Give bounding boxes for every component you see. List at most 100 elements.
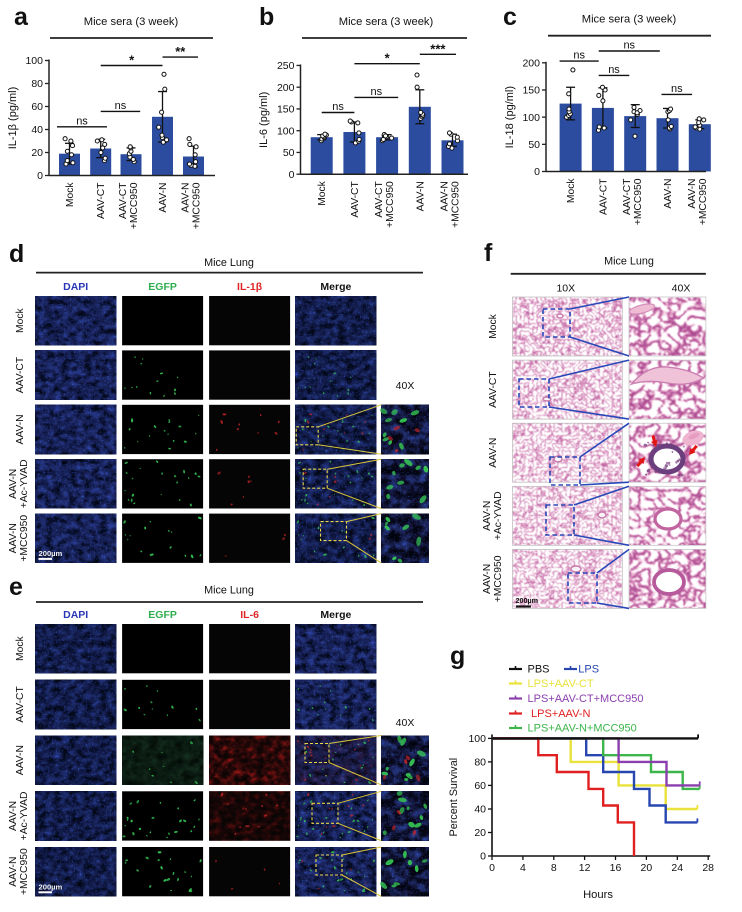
svg-text:AAV-N: AAV-N	[687, 179, 698, 209]
svg-text:AAV-N: AAV-N	[663, 179, 674, 209]
svg-text:AAV-CT: AAV-CT	[118, 182, 129, 219]
svg-text:LPS+AAV-N+MCC950: LPS+AAV-N+MCC950	[528, 723, 637, 735]
svg-text:**: **	[175, 44, 186, 59]
svg-text:LPS: LPS	[578, 664, 599, 676]
svg-text:Mock: Mock	[317, 180, 328, 205]
svg-text:200µm: 200µm	[39, 882, 63, 891]
svg-text:LPS+AAV-CT: LPS+AAV-CT	[528, 678, 594, 690]
svg-text:AAV-CT: AAV-CT	[622, 178, 633, 215]
svg-text:AAV-N: AAV-N	[8, 801, 19, 831]
svg-text:*: *	[385, 51, 391, 66]
svg-text:+Ac-YVAD: +Ac-YVAD	[493, 491, 504, 540]
svg-text:40: 40	[31, 124, 43, 136]
svg-text:AAV-N: AAV-N	[15, 414, 26, 444]
svg-text:c: c	[503, 3, 517, 31]
svg-text:+MCC950: +MCC950	[698, 178, 709, 225]
svg-text:50: 50	[528, 139, 540, 151]
svg-text:EGFP: EGFP	[148, 609, 177, 621]
svg-text:20: 20	[474, 827, 486, 839]
svg-text:AAV-CT: AAV-CT	[15, 686, 26, 723]
svg-text:Mice sera (3 week): Mice sera (3 week)	[582, 14, 677, 26]
svg-text:Merge: Merge	[320, 281, 351, 293]
svg-text:+MCC950: +MCC950	[493, 555, 504, 602]
svg-text:Mice sera (3 week): Mice sera (3 week)	[339, 16, 434, 28]
svg-text:200: 200	[522, 57, 540, 69]
svg-text:ns: ns	[76, 115, 88, 127]
svg-text:100: 100	[468, 733, 486, 745]
svg-text:DAPI: DAPI	[63, 609, 88, 621]
svg-text:Hours: Hours	[583, 889, 613, 901]
svg-text:b: b	[259, 3, 274, 31]
svg-text:200: 200	[277, 82, 295, 94]
svg-text:AAV-N: AAV-N	[440, 181, 451, 211]
svg-text:AAV-N: AAV-N	[415, 181, 426, 211]
svg-text:***: ***	[430, 41, 446, 56]
svg-text:AAV-N: AAV-N	[482, 501, 493, 531]
svg-text:AAV-N: AAV-N	[158, 183, 169, 213]
svg-text:IL-1β: IL-1β	[237, 281, 263, 293]
svg-text:+MCC950: +MCC950	[19, 515, 30, 562]
svg-text:0: 0	[534, 166, 540, 178]
svg-text:ns: ns	[608, 64, 620, 76]
svg-text:AAV-CT: AAV-CT	[488, 371, 499, 408]
svg-text:0: 0	[480, 851, 486, 863]
svg-text:+MCC950: +MCC950	[633, 178, 644, 225]
svg-text:8: 8	[551, 862, 557, 874]
svg-text:EGFP: EGFP	[148, 281, 177, 293]
svg-text:50: 50	[283, 147, 295, 159]
svg-text:Percent Survival: Percent Survival	[448, 758, 460, 837]
svg-text:d: d	[9, 240, 24, 268]
svg-text:ns: ns	[332, 101, 344, 113]
svg-text:12: 12	[579, 862, 591, 874]
svg-text:LPS+AAV-CT+MCC950: LPS+AAV-CT+MCC950	[528, 693, 644, 705]
svg-text:+MCC950: +MCC950	[19, 848, 30, 895]
svg-text:a: a	[14, 3, 29, 31]
svg-text:AAV-CT: AAV-CT	[15, 356, 26, 393]
svg-text:Mice Lung: Mice Lung	[204, 257, 254, 269]
svg-text:40X: 40X	[396, 380, 415, 392]
svg-text:AAV-N: AAV-N	[15, 745, 26, 775]
svg-text:AAV-CT: AAV-CT	[96, 182, 107, 219]
svg-text:DAPI: DAPI	[63, 281, 88, 293]
svg-text:80: 80	[31, 78, 43, 90]
svg-text:Mice Lung: Mice Lung	[204, 585, 254, 597]
svg-text:Mock: Mock	[65, 182, 76, 207]
svg-text:AAV-N: AAV-N	[181, 183, 192, 213]
svg-text:40X: 40X	[396, 717, 415, 729]
svg-text:+Ac-YVAD: +Ac-YVAD	[19, 459, 30, 508]
svg-text:IL-1β (pg/ml): IL-1β (pg/ml)	[7, 87, 19, 150]
svg-text:60: 60	[474, 780, 486, 792]
svg-text:80: 80	[474, 757, 486, 769]
svg-text:250: 250	[277, 60, 295, 72]
svg-text:+MCC950: +MCC950	[192, 182, 203, 229]
svg-text:AAV-CT: AAV-CT	[350, 181, 361, 218]
svg-text:+MCC950: +MCC950	[451, 181, 462, 228]
svg-text:+MCC950: +MCC950	[129, 182, 140, 229]
svg-text:Mock: Mock	[15, 636, 26, 661]
svg-text:+Ac-YVAD: +Ac-YVAD	[19, 792, 30, 841]
svg-text:Merge: Merge	[320, 609, 351, 621]
svg-text:AAV-N: AAV-N	[8, 523, 19, 553]
svg-text:AAV-N: AAV-N	[482, 564, 493, 594]
svg-text:100: 100	[277, 125, 295, 137]
svg-text:Mock: Mock	[488, 313, 499, 338]
svg-text:150: 150	[277, 104, 295, 116]
svg-text:ns: ns	[623, 40, 635, 52]
svg-text:200µm: 200µm	[39, 549, 63, 558]
svg-text:Mice sera (3 week): Mice sera (3 week)	[84, 16, 179, 28]
svg-text:Mock: Mock	[15, 308, 26, 333]
svg-text:+MCC950: +MCC950	[385, 181, 396, 228]
svg-text:60: 60	[31, 101, 43, 113]
svg-text:AAV-N: AAV-N	[8, 857, 19, 887]
svg-text:0: 0	[489, 862, 495, 874]
svg-text:LPS+AAV-N: LPS+AAV-N	[531, 708, 590, 720]
svg-text:IL-6 (pg/ml): IL-6 (pg/ml)	[258, 92, 270, 148]
svg-text:Mock: Mock	[566, 178, 577, 203]
svg-text:f: f	[484, 239, 493, 267]
svg-text:AAV-N: AAV-N	[488, 438, 499, 468]
svg-text:Mice Lung: Mice Lung	[604, 256, 654, 268]
svg-text:ns: ns	[573, 50, 585, 62]
svg-text:PBS: PBS	[528, 664, 550, 676]
svg-text:20: 20	[641, 862, 653, 874]
svg-text:IL-6: IL-6	[240, 609, 259, 621]
